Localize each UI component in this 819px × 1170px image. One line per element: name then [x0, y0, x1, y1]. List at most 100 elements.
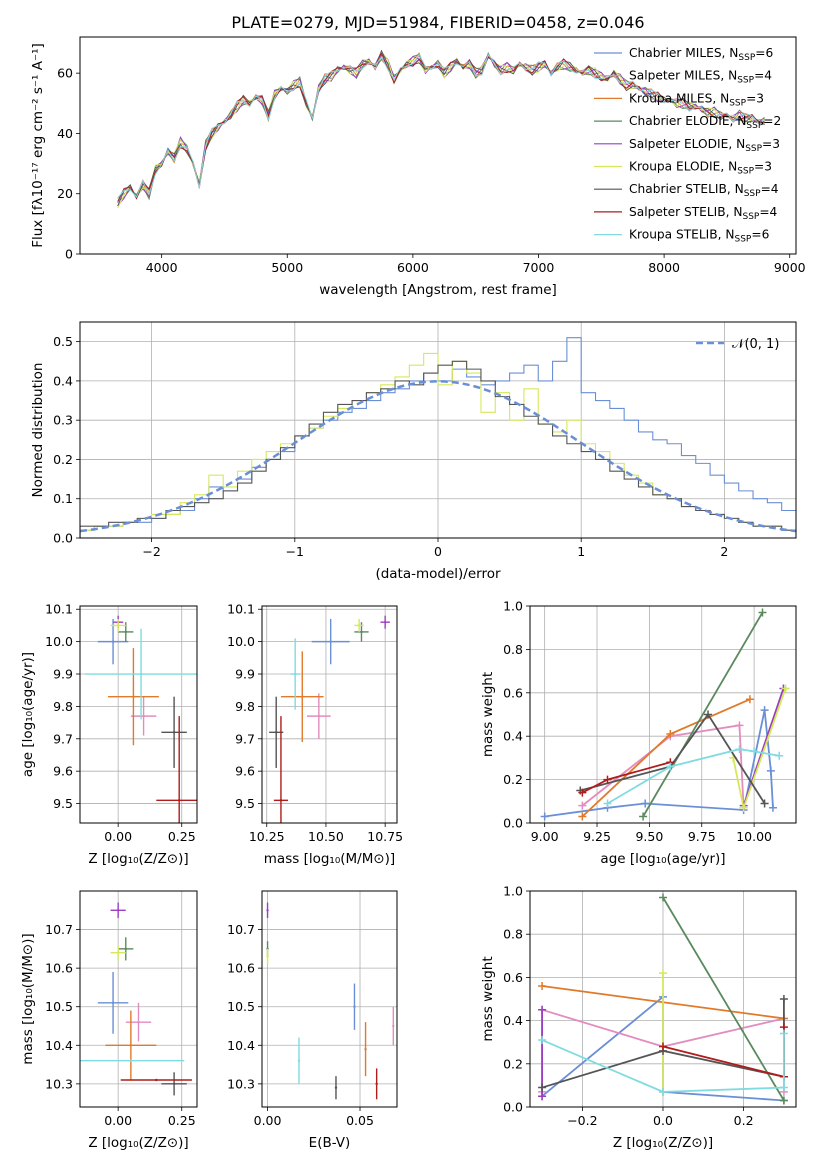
- y-tick-label: 60: [57, 66, 73, 81]
- data-point: [266, 955, 269, 958]
- weight-marker: [538, 1092, 547, 1101]
- weight-marker: [666, 730, 675, 739]
- axes-frame: [79, 605, 198, 824]
- weight-marker: [760, 799, 769, 808]
- y-axis-label: mass [log₁₀(M/M⊙)]: [20, 933, 36, 1064]
- panel-age-vs-mass: 10.25 10.50 10.75 9.5 9.6 9.7 9.8 9.9 10.0 10.1 ma…: [227, 602, 403, 867]
- axes-frame: [261, 890, 398, 1108]
- y-tick-label: 10.6: [45, 961, 73, 976]
- y-tick-label: 1.0: [503, 884, 523, 899]
- figure-title: PLATE=0279, MJD=51984, FIBERID=0458, z=0…: [231, 13, 644, 32]
- weight-marker: [603, 775, 612, 784]
- y-tick-label: 0.6: [503, 685, 523, 700]
- data-point: [297, 1059, 301, 1062]
- y-tick-label: 10.5: [227, 999, 255, 1014]
- y-axis-label: mass weight: [480, 672, 496, 757]
- weight-marker: [775, 751, 784, 760]
- legend-label: Salpeter MILES, NSSP=4: [629, 69, 772, 86]
- weight-line: [642, 612, 764, 817]
- data-point: [353, 1005, 356, 1008]
- y-tick-label: 10.1: [45, 602, 73, 617]
- data-point: [129, 1059, 133, 1062]
- x-axis-label: age [log₁₀(age/yr)]: [600, 851, 725, 867]
- x-tick-label: 0.00: [104, 1113, 132, 1128]
- axes-frame: [79, 321, 797, 539]
- panel-mass-vs-Z: 0.00 0.25 10.3 10.4 10.5 10.6 10.7 Z [log₁₀(Z/Z…: [20, 890, 198, 1151]
- y-tick-label: 0.2: [503, 1056, 523, 1071]
- x-tick-label: 9.50: [635, 829, 663, 844]
- weight-marker: [779, 1029, 788, 1038]
- x-tick-label: 0.0: [653, 1113, 673, 1128]
- data-point: [334, 1086, 338, 1089]
- x-tick-label: 10.75: [367, 829, 403, 844]
- weight-marker: [603, 799, 612, 808]
- x-axis-label: wavelength [Angstrom, rest frame]: [319, 282, 557, 298]
- weight-marker: [538, 1083, 547, 1092]
- y-tick-label: 10.5: [45, 999, 73, 1014]
- weight-marker: [760, 706, 769, 715]
- spectrum-line: [117, 49, 765, 207]
- axes-frame: [261, 605, 398, 824]
- legend-label: Kroupa ELODIE, NSSP=3: [629, 160, 772, 177]
- x-axis-label: Z [log₁₀(Z/Z⊙)]: [88, 1135, 188, 1151]
- legend-label: Chabrier ELODIE, NSSP=2: [629, 114, 781, 131]
- y-tick-label: 0: [65, 247, 73, 262]
- y-axis-label: mass weight: [480, 956, 496, 1041]
- y-tick-label: 40: [57, 126, 73, 141]
- weight-line: [580, 712, 766, 804]
- legend-label: Kroupa STELIB, NSSP=6: [629, 228, 769, 245]
- data-point: [177, 799, 181, 802]
- weight-marker: [768, 803, 777, 812]
- plot-area: [269, 615, 390, 823]
- hist-series: [80, 360, 796, 538]
- y-tick-label: 9.8: [235, 699, 255, 714]
- data-point: [155, 1078, 158, 1082]
- y-tick-label: 0.5: [53, 334, 73, 349]
- weight-marker: [745, 695, 754, 704]
- y-tick-label: 9.5: [235, 796, 255, 811]
- weight-marker: [739, 803, 748, 812]
- y-tick-label: 0.1: [53, 491, 73, 506]
- y-tick-label: 9.6: [235, 764, 255, 779]
- weight-marker: [704, 710, 713, 719]
- x-tick-label: 8000: [648, 260, 680, 275]
- data-point: [111, 1001, 115, 1005]
- y-tick-label: 9.5: [53, 796, 73, 811]
- x-tick-label: 2: [720, 544, 728, 559]
- weight-marker: [766, 766, 775, 775]
- data-point: [275, 731, 278, 734]
- y-tick-label: 0.4: [53, 373, 73, 388]
- y-tick-label: 10.0: [227, 634, 255, 649]
- x-tick-label: −0.2: [567, 1113, 597, 1128]
- x-tick-label: 10.00: [736, 829, 772, 844]
- x-tick-label: 0.00: [104, 829, 132, 844]
- y-tick-label: 0.4: [503, 1013, 523, 1028]
- y-tick-label: 1.0: [503, 599, 523, 614]
- weight-line: [662, 897, 785, 1101]
- panel-weight-vs-age: 9.00 9.25 9.50 9.75 10.00 0.0 0.2 0.4 0.6 0.8 1.0 a…: [480, 599, 797, 867]
- y-tick-label: 10.3: [45, 1076, 73, 1091]
- data-point: [124, 630, 127, 634]
- weight-marker: [659, 1087, 667, 1096]
- y-tick-label: 0.0: [503, 1100, 523, 1115]
- data-point: [111, 640, 115, 643]
- x-tick-label: 0.25: [168, 829, 196, 844]
- plot-area: [80, 337, 796, 538]
- spectrum-line: [117, 53, 765, 207]
- x-tick-label: 0: [434, 544, 442, 559]
- weight-marker: [659, 969, 667, 978]
- y-tick-label: 10.7: [45, 922, 73, 937]
- y-tick-label: 0.2: [503, 772, 523, 787]
- plot-area: [117, 49, 765, 209]
- data-point: [116, 624, 120, 627]
- spectrum-line: [117, 53, 765, 199]
- data-point: [383, 620, 387, 624]
- x-tick-label: 9.00: [531, 829, 559, 844]
- panel-residuals: −2 −1 0 1 2 0.0 0.1 0.2 0.3 0.4 0.5 𝒩(0, 1) (data-mo…: [30, 321, 797, 582]
- y-tick-label: 0.0: [53, 531, 73, 546]
- x-axis-label: (data-model)/error: [375, 566, 501, 582]
- weight-line: [581, 724, 745, 808]
- y-tick-label: 9.7: [53, 731, 73, 746]
- weight-line: [742, 688, 785, 806]
